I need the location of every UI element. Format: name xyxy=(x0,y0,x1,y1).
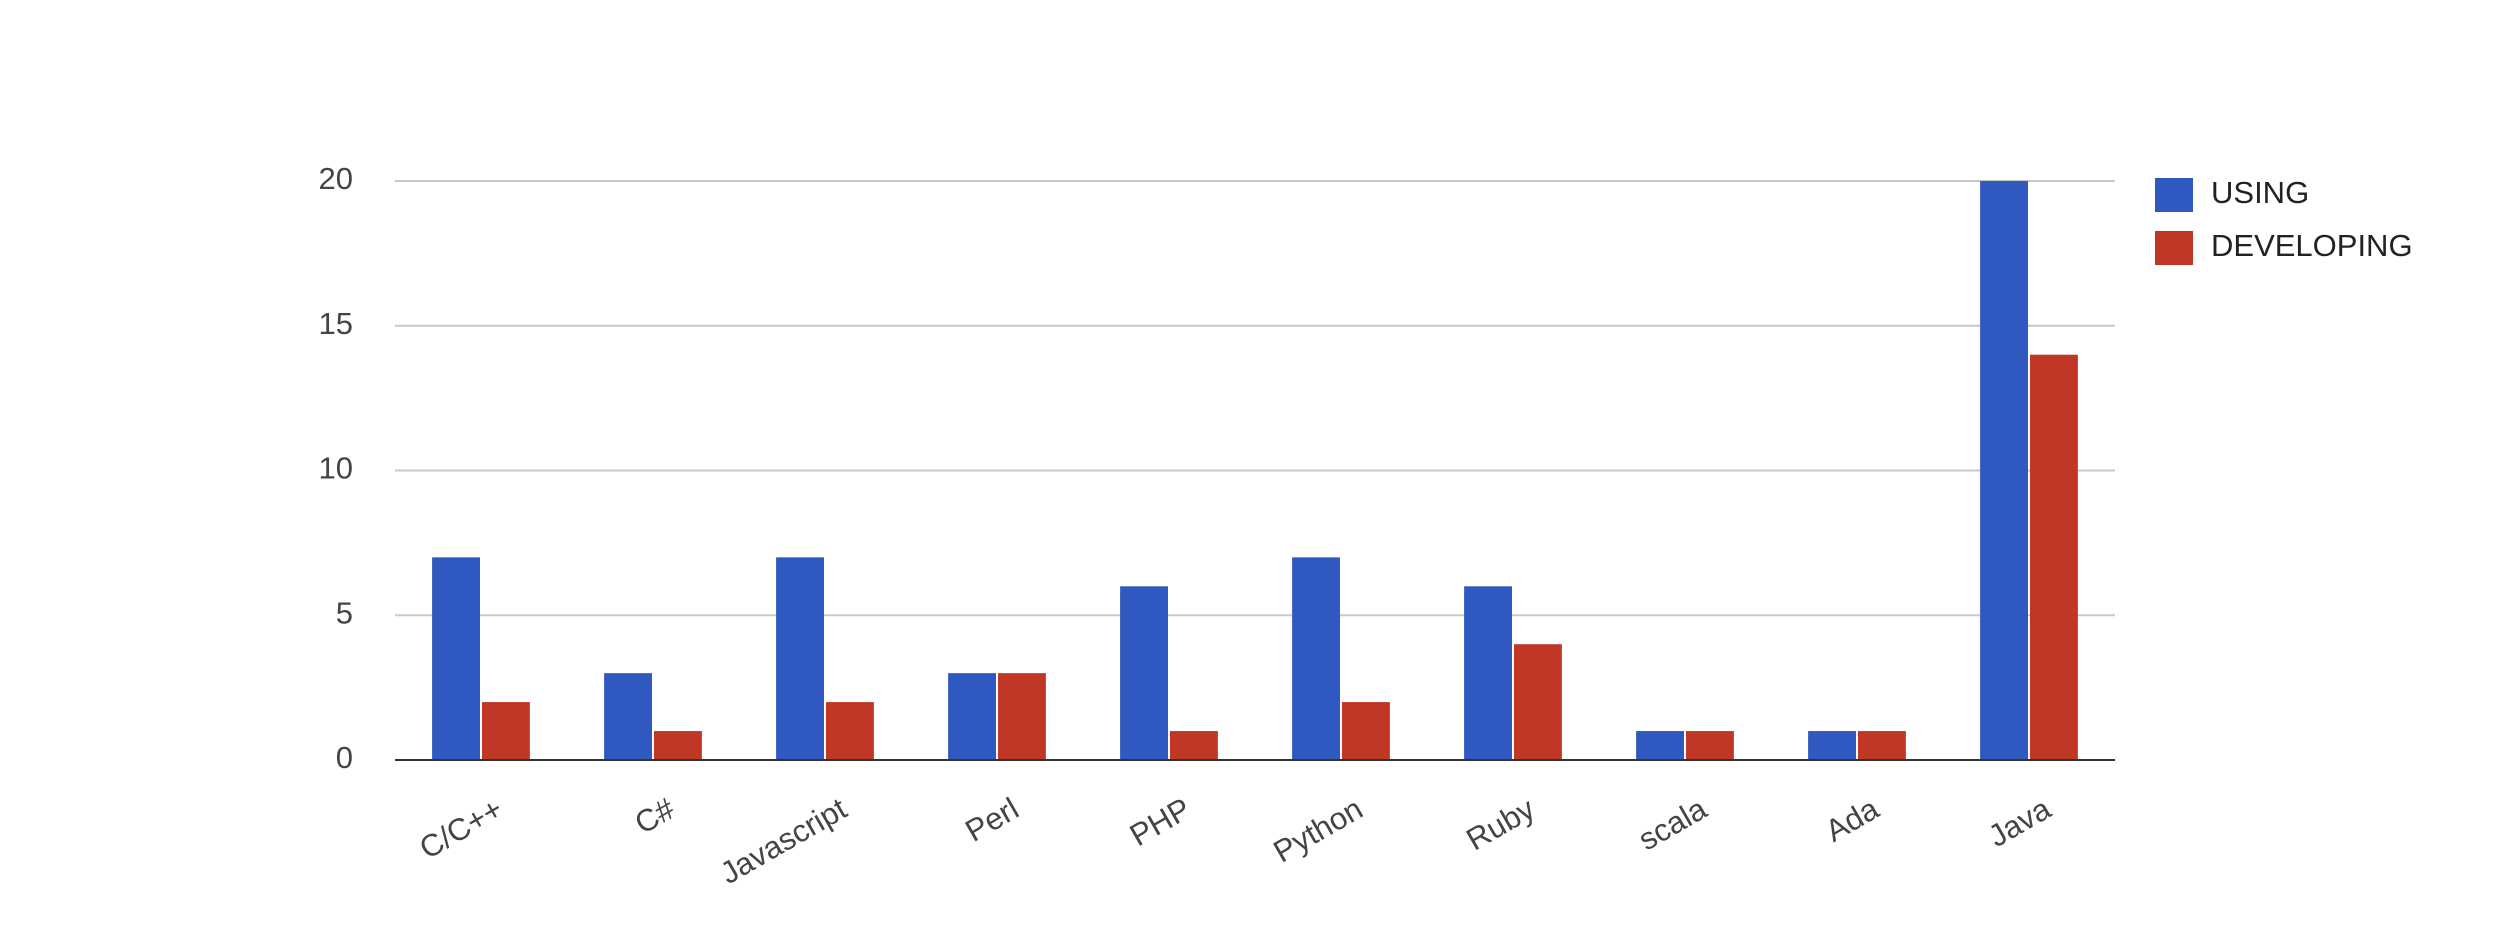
bar xyxy=(776,557,824,760)
bar xyxy=(1808,731,1856,760)
x-tick-label: Ada xyxy=(1819,790,1885,848)
bar xyxy=(1514,644,1562,760)
legend-swatch xyxy=(2155,231,2193,265)
y-tick-label: 20 xyxy=(319,161,353,196)
bar xyxy=(998,673,1046,760)
x-tick-label: C# xyxy=(629,790,681,841)
bar xyxy=(1858,731,1906,760)
bar xyxy=(1686,731,1734,760)
bar xyxy=(432,557,480,760)
x-tick-label: Javascript xyxy=(714,791,853,891)
bar xyxy=(1342,702,1390,760)
legend-label: USING xyxy=(2211,175,2309,210)
x-tick-label: Perl xyxy=(959,791,1024,849)
x-tick-label: C/C++ xyxy=(413,791,508,866)
bar xyxy=(1464,586,1512,760)
bar xyxy=(826,702,874,760)
x-tick-label: Ruby xyxy=(1460,791,1541,858)
x-tick-label: PHP xyxy=(1124,791,1197,853)
bar xyxy=(604,673,652,760)
x-tick-label: Python xyxy=(1268,791,1369,870)
y-tick-label: 10 xyxy=(319,451,353,486)
y-tick-label: 15 xyxy=(319,306,353,341)
y-tick-label: 0 xyxy=(336,740,353,775)
bar xyxy=(1292,557,1340,760)
legend-label: DEVELOPING xyxy=(2211,228,2413,263)
bar xyxy=(654,731,702,760)
legend-swatch xyxy=(2155,178,2193,212)
bar xyxy=(2030,354,2078,760)
bar xyxy=(482,702,530,760)
y-tick-label: 5 xyxy=(336,595,353,630)
x-tick-label: Java xyxy=(1982,790,2057,853)
bar xyxy=(1980,181,2028,760)
bar xyxy=(1170,731,1218,760)
bar xyxy=(948,673,996,760)
bar xyxy=(1636,731,1684,760)
x-tick-label: scala xyxy=(1632,790,1713,857)
bar xyxy=(1120,586,1168,760)
